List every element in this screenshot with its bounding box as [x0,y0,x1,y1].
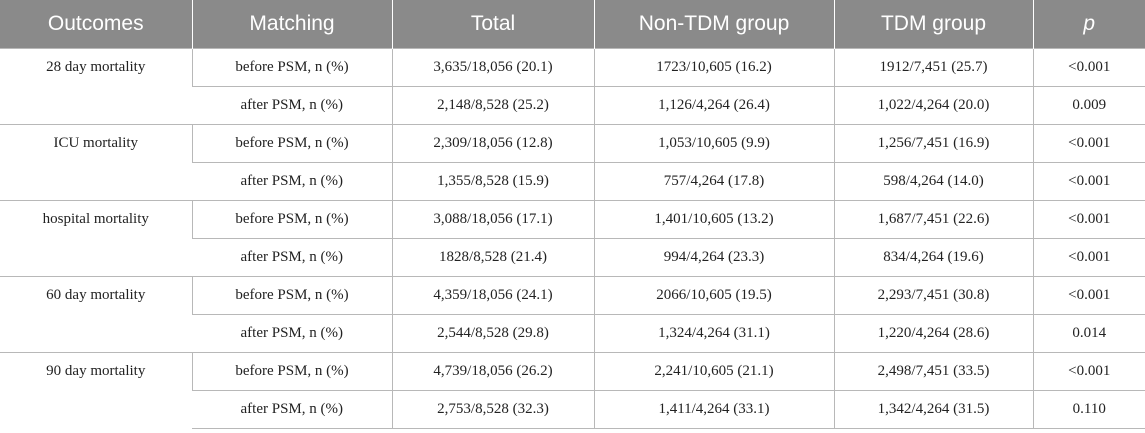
non-tdm-cell: 757/4,264 (17.8) [593,162,834,201]
non-tdm-cell: 2,241/10,605 (21.1) [593,352,834,391]
matching-cell: after PSM, n (%) [192,86,392,125]
header-outcomes: Outcomes [0,0,192,49]
tdm-cell: 1,022/4,264 (20.0) [833,86,1033,125]
non-tdm-cell: 1,324/4,264 (31.1) [593,314,834,353]
tdm-cell: 2,293/7,451 (30.8) [833,276,1033,315]
tdm-cell: 1,687/7,451 (22.6) [833,200,1033,239]
tdm-cell: 1,220/4,264 (28.6) [833,314,1033,353]
non-tdm-cell: 2066/10,605 (19.5) [593,276,834,315]
p-value-cell: <0.001 [1032,124,1145,163]
non-tdm-cell: 994/4,264 (23.3) [593,238,834,277]
p-value-cell: <0.001 [1032,162,1145,201]
total-cell: 3,635/18,056 (20.1) [391,48,594,87]
matching-cell: before PSM, n (%) [191,200,392,239]
table-row: after PSM, n (%) 2,544/8,528 (29.8) 1,32… [0,314,1145,353]
header-p-value: p [1032,0,1145,49]
table-header: Outcomes Matching Total Non-TDM group TD… [0,0,1145,49]
header-matching: Matching [191,0,392,49]
total-cell: 1,355/8,528 (15.9) [391,162,594,201]
non-tdm-cell: 1723/10,605 (16.2) [593,48,834,87]
tdm-cell: 1912/7,451 (25.7) [833,48,1033,87]
table-row: 90 day mortality before PSM, n (%) 4,739… [0,352,1145,429]
matching-cell: before PSM, n (%) [191,276,392,315]
p-value-cell: <0.001 [1032,238,1145,277]
non-tdm-cell: 1,126/4,264 (26.4) [593,86,834,125]
tdm-cell: 1,256/7,451 (16.9) [833,124,1033,163]
table-row: 28 day mortality before PSM, n (%) 3,635… [0,48,1145,125]
matching-cell: before PSM, n (%) [191,352,392,391]
total-cell: 4,739/18,056 (26.2) [391,352,594,391]
matching-cell: after PSM, n (%) [192,238,392,277]
table-row: hospital mortality before PSM, n (%) 3,0… [0,200,1145,277]
p-value-cell: <0.001 [1032,352,1145,391]
total-cell: 2,753/8,528 (32.3) [391,390,594,429]
matching-cell: before PSM, n (%) [191,48,392,87]
table-row: after PSM, n (%) 2,753/8,528 (32.3) 1,41… [0,390,1145,429]
matching-cell: after PSM, n (%) [192,162,392,201]
total-cell: 1828/8,528 (21.4) [391,238,594,277]
non-tdm-cell: 1,401/10,605 (13.2) [593,200,834,239]
p-value-cell: 0.009 [1032,86,1145,125]
total-cell: 2,544/8,528 (29.8) [391,314,594,353]
non-tdm-cell: 1,053/10,605 (9.9) [593,124,834,163]
p-value-cell: <0.001 [1032,276,1145,315]
tdm-cell: 1,342/4,264 (31.5) [833,390,1033,429]
table-row: 60 day mortality before PSM, n (%) 4,359… [0,276,1145,353]
tdm-cell: 2,498/7,451 (33.5) [833,352,1033,391]
total-cell: 4,359/18,056 (24.1) [391,276,594,315]
header-total: Total [391,0,594,49]
header-non-tdm-group: Non-TDM group [593,0,834,49]
outcome-cell: 60 day mortality [0,276,192,353]
p-value-cell: <0.001 [1032,200,1145,239]
tdm-cell: 834/4,264 (19.6) [833,238,1033,277]
matching-cell: after PSM, n (%) [192,390,392,429]
total-cell: 2,309/18,056 (12.8) [391,124,594,163]
outcome-cell: 90 day mortality [0,352,192,429]
header-row: Outcomes Matching Total Non-TDM group TD… [0,0,1145,49]
outcome-cell: ICU mortality [0,124,192,201]
p-value-cell: 0.014 [1032,314,1145,353]
table-row: after PSM, n (%) 2,148/8,528 (25.2) 1,12… [0,86,1145,125]
outcome-cell: 28 day mortality [0,48,192,125]
total-cell: 3,088/18,056 (17.1) [391,200,594,239]
table-row: ICU mortality before PSM, n (%) 2,309/18… [0,124,1145,201]
table-body: 28 day mortality before PSM, n (%) 3,635… [0,48,1145,429]
table-row: after PSM, n (%) 1,355/8,528 (15.9) 757/… [0,162,1145,201]
tdm-cell: 598/4,264 (14.0) [833,162,1033,201]
p-value-cell: <0.001 [1032,48,1145,87]
p-value-cell: 0.110 [1032,390,1145,429]
table-row: after PSM, n (%) 1828/8,528 (21.4) 994/4… [0,238,1145,277]
non-tdm-cell: 1,411/4,264 (33.1) [593,390,834,429]
total-cell: 2,148/8,528 (25.2) [391,86,594,125]
header-tdm-group: TDM group [833,0,1033,49]
matching-cell: after PSM, n (%) [192,314,392,353]
outcome-cell: hospital mortality [0,200,192,277]
matching-cell: before PSM, n (%) [191,124,392,163]
